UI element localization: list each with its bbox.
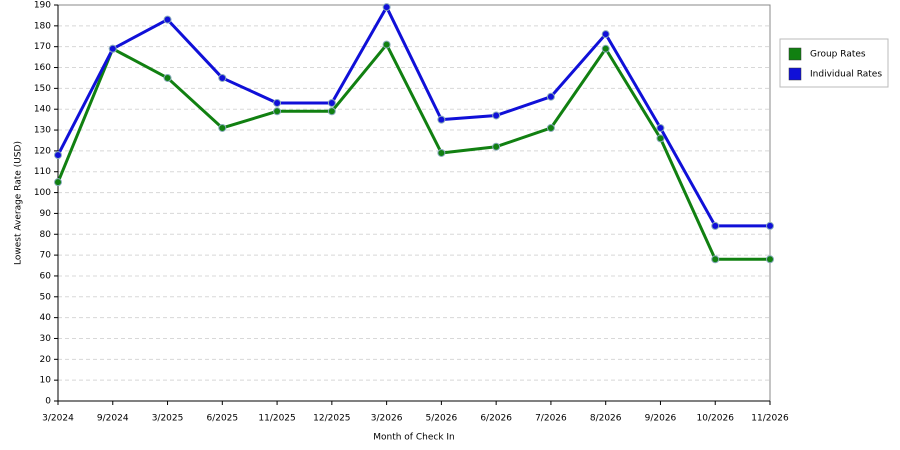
y-tick-label: 190 <box>34 1 51 11</box>
y-tick-label: 100 <box>34 188 51 198</box>
data-point <box>766 255 774 264</box>
data-point <box>656 134 665 143</box>
data-point <box>437 148 446 157</box>
y-tick-label: 90 <box>40 209 52 219</box>
data-point <box>218 73 227 82</box>
data-point <box>218 123 227 132</box>
data-point <box>54 151 62 160</box>
x-tick-label: 9/2026 <box>645 414 677 424</box>
y-tick-label: 30 <box>40 334 52 344</box>
data-point <box>382 40 391 49</box>
x-tick-label: 3/2024 <box>42 414 74 424</box>
y-tick-label: 160 <box>34 63 51 73</box>
legend-label: Group Rates <box>810 50 866 60</box>
data-point <box>711 221 720 230</box>
y-tick-label: 180 <box>34 21 51 31</box>
x-tick-label: 11/2026 <box>751 414 789 424</box>
legend-swatch <box>788 47 802 61</box>
y-tick-label: 110 <box>34 167 51 177</box>
y-tick-label: 60 <box>40 271 52 281</box>
y-axis-label: Lowest Average Rate (USD) <box>14 141 24 265</box>
y-tick-label: 70 <box>40 251 52 261</box>
data-point <box>492 142 501 151</box>
legend: Group Rates Individual Rates <box>779 38 889 88</box>
data-point <box>766 221 774 230</box>
x-tick-label: 12/2025 <box>313 414 350 424</box>
plot-area <box>57 4 771 402</box>
y-tick-label: 20 <box>40 355 52 365</box>
data-point <box>601 44 610 53</box>
x-tick-label: 10/2026 <box>697 414 735 424</box>
data-point <box>108 44 117 53</box>
x-tick-label: 7/2026 <box>535 414 567 424</box>
x-tick-label: 3/2026 <box>371 414 403 424</box>
data-point <box>656 123 665 132</box>
y-tick-label: 10 <box>40 376 52 386</box>
data-point <box>163 73 172 82</box>
x-axis-label: Month of Check In <box>373 433 455 443</box>
y-tick-label: 50 <box>40 292 52 302</box>
data-point <box>273 98 282 107</box>
series-line <box>56 5 770 228</box>
x-tick-label: 3/2025 <box>152 414 184 424</box>
legend-swatch <box>788 67 802 81</box>
y-tick-label: 0 <box>45 397 51 407</box>
data-point <box>546 92 555 101</box>
x-tick-label: 5/2026 <box>426 414 458 424</box>
data-point <box>492 111 501 120</box>
y-tick-label: 140 <box>34 105 51 115</box>
data-point <box>273 107 282 116</box>
data-point <box>601 30 610 39</box>
x-tick-label: 6/2026 <box>480 414 512 424</box>
x-tick-label: 8/2026 <box>590 414 622 424</box>
data-point <box>163 15 172 24</box>
data-point <box>54 178 62 187</box>
data-point <box>546 123 555 132</box>
x-tick-label: 11/2025 <box>258 414 295 424</box>
data-point <box>437 115 446 124</box>
y-tick-label: 40 <box>40 313 52 323</box>
y-tick-label: 80 <box>40 230 52 240</box>
y-tick-label: 120 <box>34 146 51 156</box>
y-tick-label: 150 <box>34 84 51 94</box>
data-point <box>711 255 720 264</box>
y-tick-label: 170 <box>34 42 51 52</box>
data-point <box>382 3 391 12</box>
series-line <box>56 43 770 261</box>
legend-label: Individual Rates <box>810 70 882 80</box>
y-tick-label: 130 <box>34 126 51 136</box>
data-point <box>327 98 336 107</box>
data-point <box>327 107 336 116</box>
x-tick-label: 9/2024 <box>97 414 129 424</box>
x-tick-label: 6/2025 <box>206 414 238 424</box>
